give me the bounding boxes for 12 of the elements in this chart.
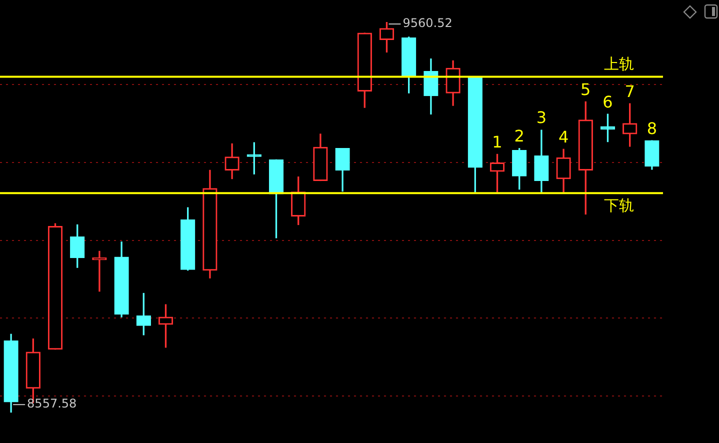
text: 2 (514, 126, 524, 146)
text: 7 (624, 82, 635, 101)
text: 1 (492, 132, 502, 152)
ref-line-label: 下轨 (604, 196, 634, 215)
annotation: 8557.58 (27, 396, 77, 411)
text: 5 (580, 80, 591, 99)
ref-line-label: 上轨 (604, 55, 634, 74)
text: 4 (558, 127, 569, 146)
text: 6 (602, 92, 613, 112)
annotation: 9560.52 (402, 16, 452, 30)
text: 3 (536, 108, 547, 128)
text: 8 (646, 118, 658, 138)
